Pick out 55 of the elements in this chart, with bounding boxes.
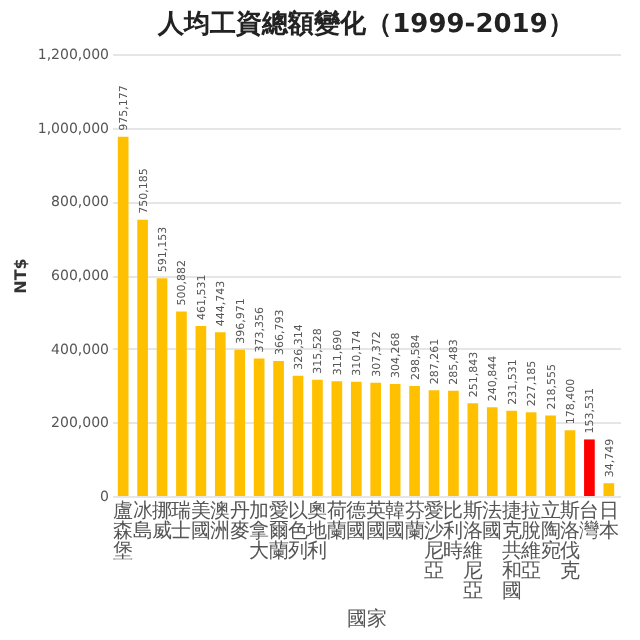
- bar: [448, 390, 459, 496]
- x-axis-title: 國家: [347, 607, 387, 631]
- x-tick-label: 捷克共和國: [501, 499, 522, 603]
- bar: [564, 430, 576, 496]
- bar: [292, 375, 304, 496]
- x-tick-label: 以色列: [288, 499, 309, 563]
- x-tick-label: 比利時: [443, 499, 464, 563]
- bar: [156, 278, 168, 496]
- x-tick-label: 荷蘭: [326, 499, 347, 543]
- bar: [506, 410, 518, 496]
- x-tick-label: 奧地利: [305, 499, 328, 563]
- x-tick-label: 斯洛維尼亞: [460, 499, 483, 603]
- x-tick-label: 加拿大: [249, 499, 270, 563]
- x-tick-label: 丹麥: [229, 501, 250, 543]
- x-tick-label: 盧森堡: [113, 499, 134, 563]
- x-tick-label: 美國: [190, 499, 211, 543]
- bar: [603, 483, 615, 496]
- x-tick-label: 日本: [598, 501, 619, 543]
- bar: [370, 382, 382, 496]
- bar: [486, 407, 498, 496]
- x-tick-label: 冰島: [132, 499, 153, 543]
- bar: [584, 439, 595, 496]
- chart-title: 人均工資總額變化（1999-2019）: [156, 8, 574, 40]
- bar: [525, 412, 537, 496]
- y-axis-title: NT$: [11, 257, 30, 294]
- x-tick-label: 韓國: [385, 499, 406, 543]
- bar: [214, 332, 226, 496]
- x-tick-label: 澳洲: [210, 499, 231, 543]
- x-tick-label: 台灣: [579, 499, 600, 543]
- x-tick-label: 芬蘭: [404, 499, 425, 543]
- bar: [350, 381, 362, 496]
- x-tick-label: 瑞士: [171, 499, 192, 543]
- bar: [176, 311, 187, 496]
- bar: [273, 360, 284, 496]
- bar: [409, 386, 420, 496]
- x-tick-label: 愛爾蘭: [268, 499, 289, 563]
- x-tick-label: 拉脫維亞: [519, 499, 542, 583]
- bar: [234, 349, 246, 496]
- bar: [331, 381, 343, 496]
- bar: [428, 390, 440, 496]
- x-tick-label: 法國: [482, 499, 503, 543]
- x-tick-label: 英國: [365, 499, 386, 543]
- bar: [545, 415, 556, 496]
- bar: [253, 358, 265, 496]
- bar: [467, 403, 479, 496]
- bar: [137, 219, 148, 496]
- x-tick-label: 立陶宛: [540, 499, 561, 563]
- bar: [117, 136, 129, 496]
- x-tick-label: 挪威: [152, 499, 173, 543]
- bar: [195, 326, 207, 496]
- bar: [389, 383, 401, 496]
- bar: [312, 379, 323, 496]
- x-tick-label: 斯洛伐克: [559, 499, 580, 583]
- x-tick-label: 愛沙尼亞: [423, 499, 444, 583]
- x-tick-label: 德國: [346, 501, 367, 543]
